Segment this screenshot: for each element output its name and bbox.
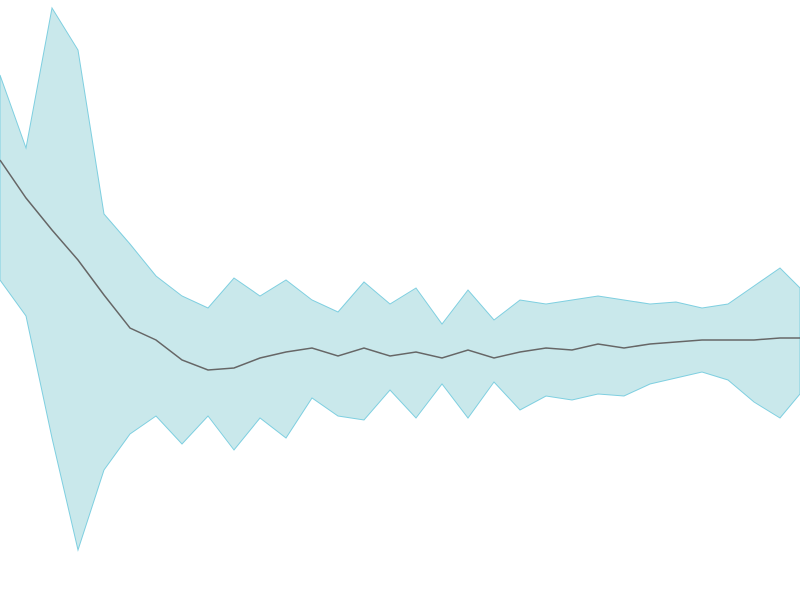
confidence-band-chart [0, 0, 800, 600]
confidence-band [0, 8, 800, 550]
